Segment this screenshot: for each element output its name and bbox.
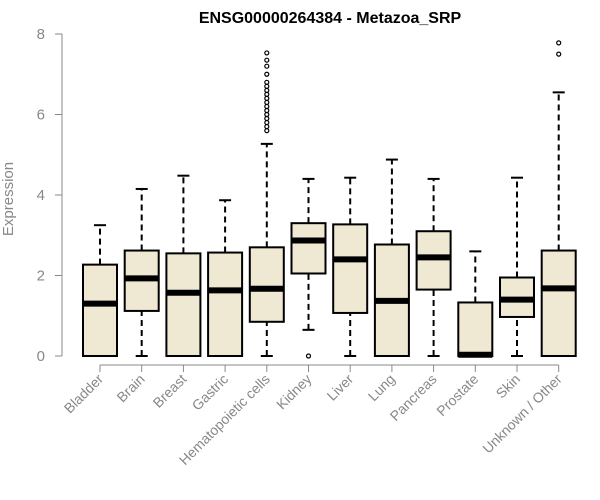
outlier-point (264, 63, 270, 69)
box-group (373, 158, 410, 358)
chart-title: ENSG00000264384 - Metazoa_SRP (199, 10, 462, 27)
x-tick-label: Brain (113, 371, 147, 405)
outlier-point (264, 107, 270, 114)
outlier-point (556, 51, 562, 57)
outlier-point (264, 87, 270, 93)
box-group (165, 174, 202, 357)
y-tick-label: 0 (37, 348, 45, 365)
y-tick-label: 4 (37, 187, 45, 204)
y-tick-label: 8 (37, 26, 45, 43)
box-group (123, 187, 160, 357)
outlier-point (264, 57, 270, 63)
outlier-point (556, 40, 562, 46)
x-tick-label: Breast (150, 371, 190, 411)
box-group (207, 199, 244, 357)
outlier-point (264, 99, 270, 106)
outlier-point (264, 91, 270, 97)
box-group (82, 224, 118, 358)
x-tick-label: Bladder (61, 371, 107, 417)
x-tick-label: Lung (365, 371, 398, 404)
outlier-point (264, 128, 270, 134)
y-axis-label: Expression (0, 162, 17, 236)
outlier-point (264, 50, 270, 56)
x-tick-label: Liver (324, 371, 357, 404)
box-iqr (540, 249, 577, 357)
box-group (332, 176, 369, 357)
box-iqr (248, 246, 285, 323)
outlier-point (264, 103, 270, 110)
outlier-point (264, 95, 270, 102)
box-group (415, 177, 452, 357)
box-group (499, 176, 535, 357)
box-iqr (415, 230, 452, 291)
outlier-point (264, 71, 270, 77)
x-tick-label: Unknown / Other (479, 371, 565, 457)
box-iqr (332, 223, 369, 314)
y-tick-label: 6 (37, 107, 45, 124)
outlier-point (264, 111, 270, 118)
outlier-point (264, 79, 270, 85)
box-group (540, 40, 577, 357)
outlier-point (264, 123, 270, 130)
box-iqr (82, 263, 118, 358)
outlier-point (264, 115, 270, 122)
outlier-point (264, 119, 270, 126)
x-tick-label: Kidney (273, 371, 315, 413)
box-iqr (207, 251, 244, 357)
box-group (290, 177, 327, 359)
box-iqr (165, 252, 202, 357)
x-tick-label: Skin (493, 371, 524, 402)
boxes (82, 40, 577, 359)
outlier-point (305, 353, 312, 359)
x-tick-label: Prostate (433, 371, 481, 419)
box-iqr (457, 301, 494, 357)
box-iqr (290, 222, 327, 275)
y-tick-label: 2 (37, 268, 45, 285)
outlier-point (264, 83, 270, 89)
box-group (248, 50, 285, 357)
box-group (457, 250, 494, 358)
